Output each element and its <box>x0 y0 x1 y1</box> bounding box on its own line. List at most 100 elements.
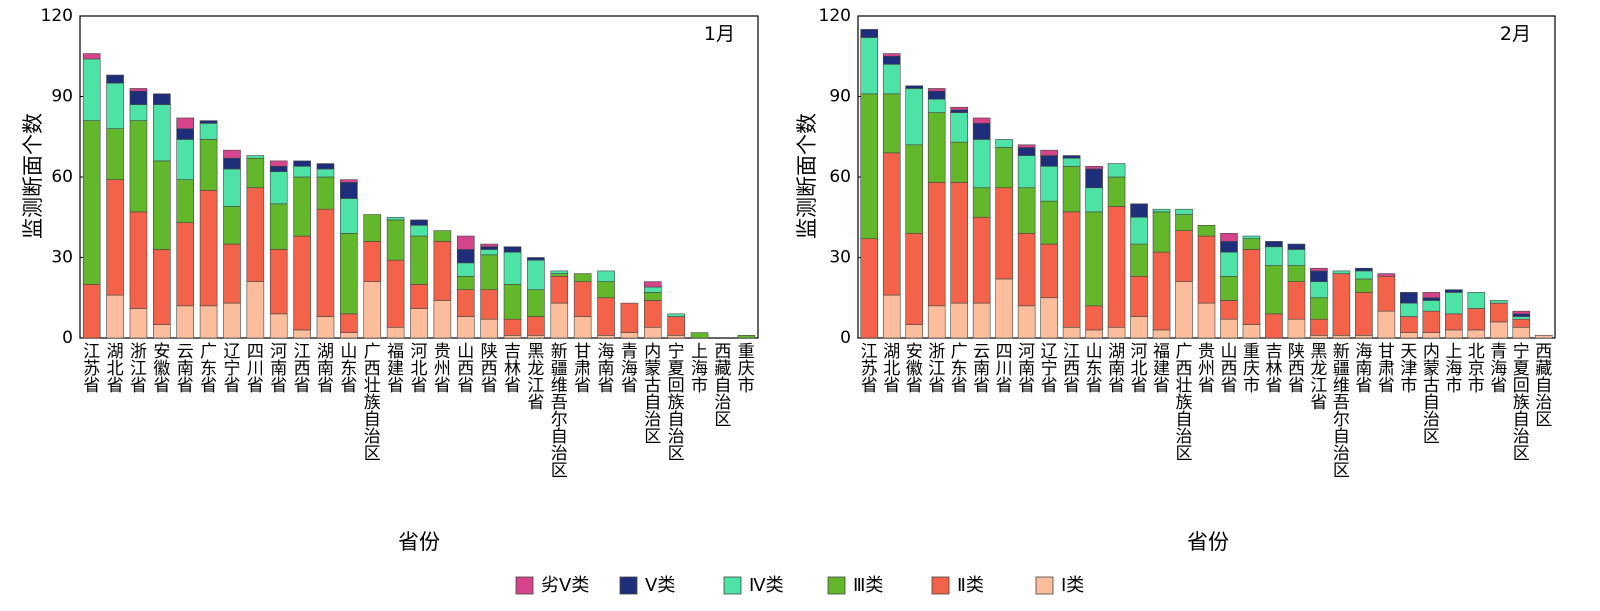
y-tick-label-january: 30 <box>51 248 73 268</box>
bar-segment-february <box>1040 155 1058 167</box>
x-tick-label-january: 江苏省 <box>83 342 100 396</box>
x-tick-label-february: 湖南省 <box>1108 342 1125 396</box>
bar-segment-february <box>1287 265 1306 282</box>
bar-segment-january <box>82 120 101 285</box>
bar-segment-january <box>223 302 241 339</box>
bar-segment-january <box>550 302 569 339</box>
bar-segment-february <box>1422 310 1441 333</box>
x-tick-label-january: 重庆市 <box>738 342 755 396</box>
bar-segment-january <box>223 206 241 245</box>
x-tick-label-february: 黑龙江省 <box>1310 342 1327 413</box>
bar-segment-january <box>316 176 335 210</box>
bar-segment-january <box>340 179 358 183</box>
bar-segment-february <box>950 106 968 111</box>
bar-segment-january <box>480 246 498 250</box>
bar-segment-january <box>199 139 218 191</box>
bar-segment-february <box>1107 163 1126 178</box>
bar-segment-january <box>129 308 148 339</box>
bar-segment-february <box>950 182 968 304</box>
x-tick-label-february: 青海省 <box>1490 342 1507 396</box>
bar-segment-january <box>667 335 685 339</box>
bar-segment-february <box>1355 278 1373 293</box>
bar-segment-january <box>269 160 288 167</box>
bar-segment-january <box>153 249 171 325</box>
bar-segment-january <box>153 93 171 105</box>
bar-segment-january <box>129 211 148 309</box>
bar-segment-february <box>1512 318 1531 328</box>
bar-segment-january <box>223 157 241 170</box>
bar-segment-january <box>410 225 428 237</box>
bar-segment-february <box>950 112 968 143</box>
bar-segment-january <box>293 160 311 167</box>
bar-segment-january <box>176 222 195 307</box>
bar-segment-february <box>860 29 879 38</box>
bar-segment-february <box>1400 316 1418 333</box>
bar-segment-february <box>1265 246 1283 266</box>
bar-segment-january <box>550 273 569 277</box>
bar-segment-january <box>293 329 311 339</box>
bar-segment-february <box>1220 251 1238 277</box>
bar-segment-january <box>690 332 709 339</box>
bar-segment-february <box>1310 297 1328 320</box>
x-tick-label-january: 辽宁省 <box>223 342 240 396</box>
bar-segment-february <box>995 187 1013 280</box>
x-tick-label-january: 宁夏回族自治区 <box>668 342 685 464</box>
bar-segment-february <box>1355 267 1373 272</box>
legend-swatch <box>827 576 846 595</box>
bar-segment-january <box>316 208 335 317</box>
bar-segment-january <box>106 74 124 84</box>
bar-segment-january <box>176 305 195 339</box>
bar-segment-january <box>456 262 475 277</box>
x-tick-label-january: 浙江省 <box>130 342 147 396</box>
x-tick-label-january: 海南省 <box>598 342 615 396</box>
bar-segment-february <box>1445 329 1463 339</box>
bar-segment-january <box>456 249 475 264</box>
bar-segment-february <box>927 88 946 92</box>
bar-segment-february <box>1242 249 1261 325</box>
x-tick-label-february: 上海市 <box>1445 342 1462 396</box>
x-tick-label-january: 青海省 <box>621 342 638 396</box>
bar-segment-february <box>1017 233 1036 307</box>
bar-segment-january <box>386 326 405 339</box>
y-tick-label-january: 90 <box>51 87 73 107</box>
bar-segment-february <box>1512 310 1531 315</box>
bar-segment-february <box>905 85 924 89</box>
x-tick-label-january: 山东省 <box>340 342 357 396</box>
bar-segment-january <box>667 316 685 336</box>
bar-segment-february <box>927 182 946 307</box>
bar-segment-february <box>1377 273 1396 277</box>
bar-segment-january <box>643 292 662 301</box>
bar-segment-february <box>1062 157 1081 167</box>
bar-segment-february <box>1310 267 1328 272</box>
x-tick-label-february: 广西壮族自治区 <box>1176 342 1193 464</box>
x-tick-label-february: 北京市 <box>1468 342 1485 396</box>
bar-segment-january <box>269 203 288 250</box>
legend-swatch <box>1035 576 1054 595</box>
bar-segment-february <box>927 305 946 339</box>
x-tick-label-january: 内蒙古自治区 <box>644 342 661 447</box>
bar-segment-february <box>1130 243 1148 277</box>
bar-segment-february <box>972 117 991 124</box>
bar-segment-february <box>1422 300 1441 312</box>
bar-segment-january <box>410 235 428 285</box>
x-tick-label-february: 辽宁省 <box>1041 342 1058 396</box>
bar-segment-february <box>950 109 968 113</box>
bar-segment-february <box>1152 329 1171 339</box>
bar-segment-january <box>667 313 685 317</box>
bar-segment-february <box>1130 216 1148 245</box>
legend-swatch <box>619 576 638 595</box>
bar-segment-january <box>643 281 662 288</box>
y-tick-label-february: 90 <box>829 87 851 107</box>
x-tick-label-january: 吉林省 <box>504 342 521 396</box>
x-tick-label-february: 江西省 <box>1063 342 1080 396</box>
bar-segment-february <box>882 93 901 154</box>
bar-segment-february <box>1107 206 1126 328</box>
bar-segment-january <box>340 198 358 234</box>
x-tick-label-january: 上海市 <box>691 342 708 396</box>
bar-segment-february <box>1445 292 1463 315</box>
bar-segment-february <box>1467 292 1486 309</box>
bar-segment-february <box>1062 211 1081 328</box>
bar-segment-february <box>882 64 901 95</box>
bar-segment-february <box>1017 144 1036 148</box>
bar-segment-february <box>1062 326 1081 339</box>
